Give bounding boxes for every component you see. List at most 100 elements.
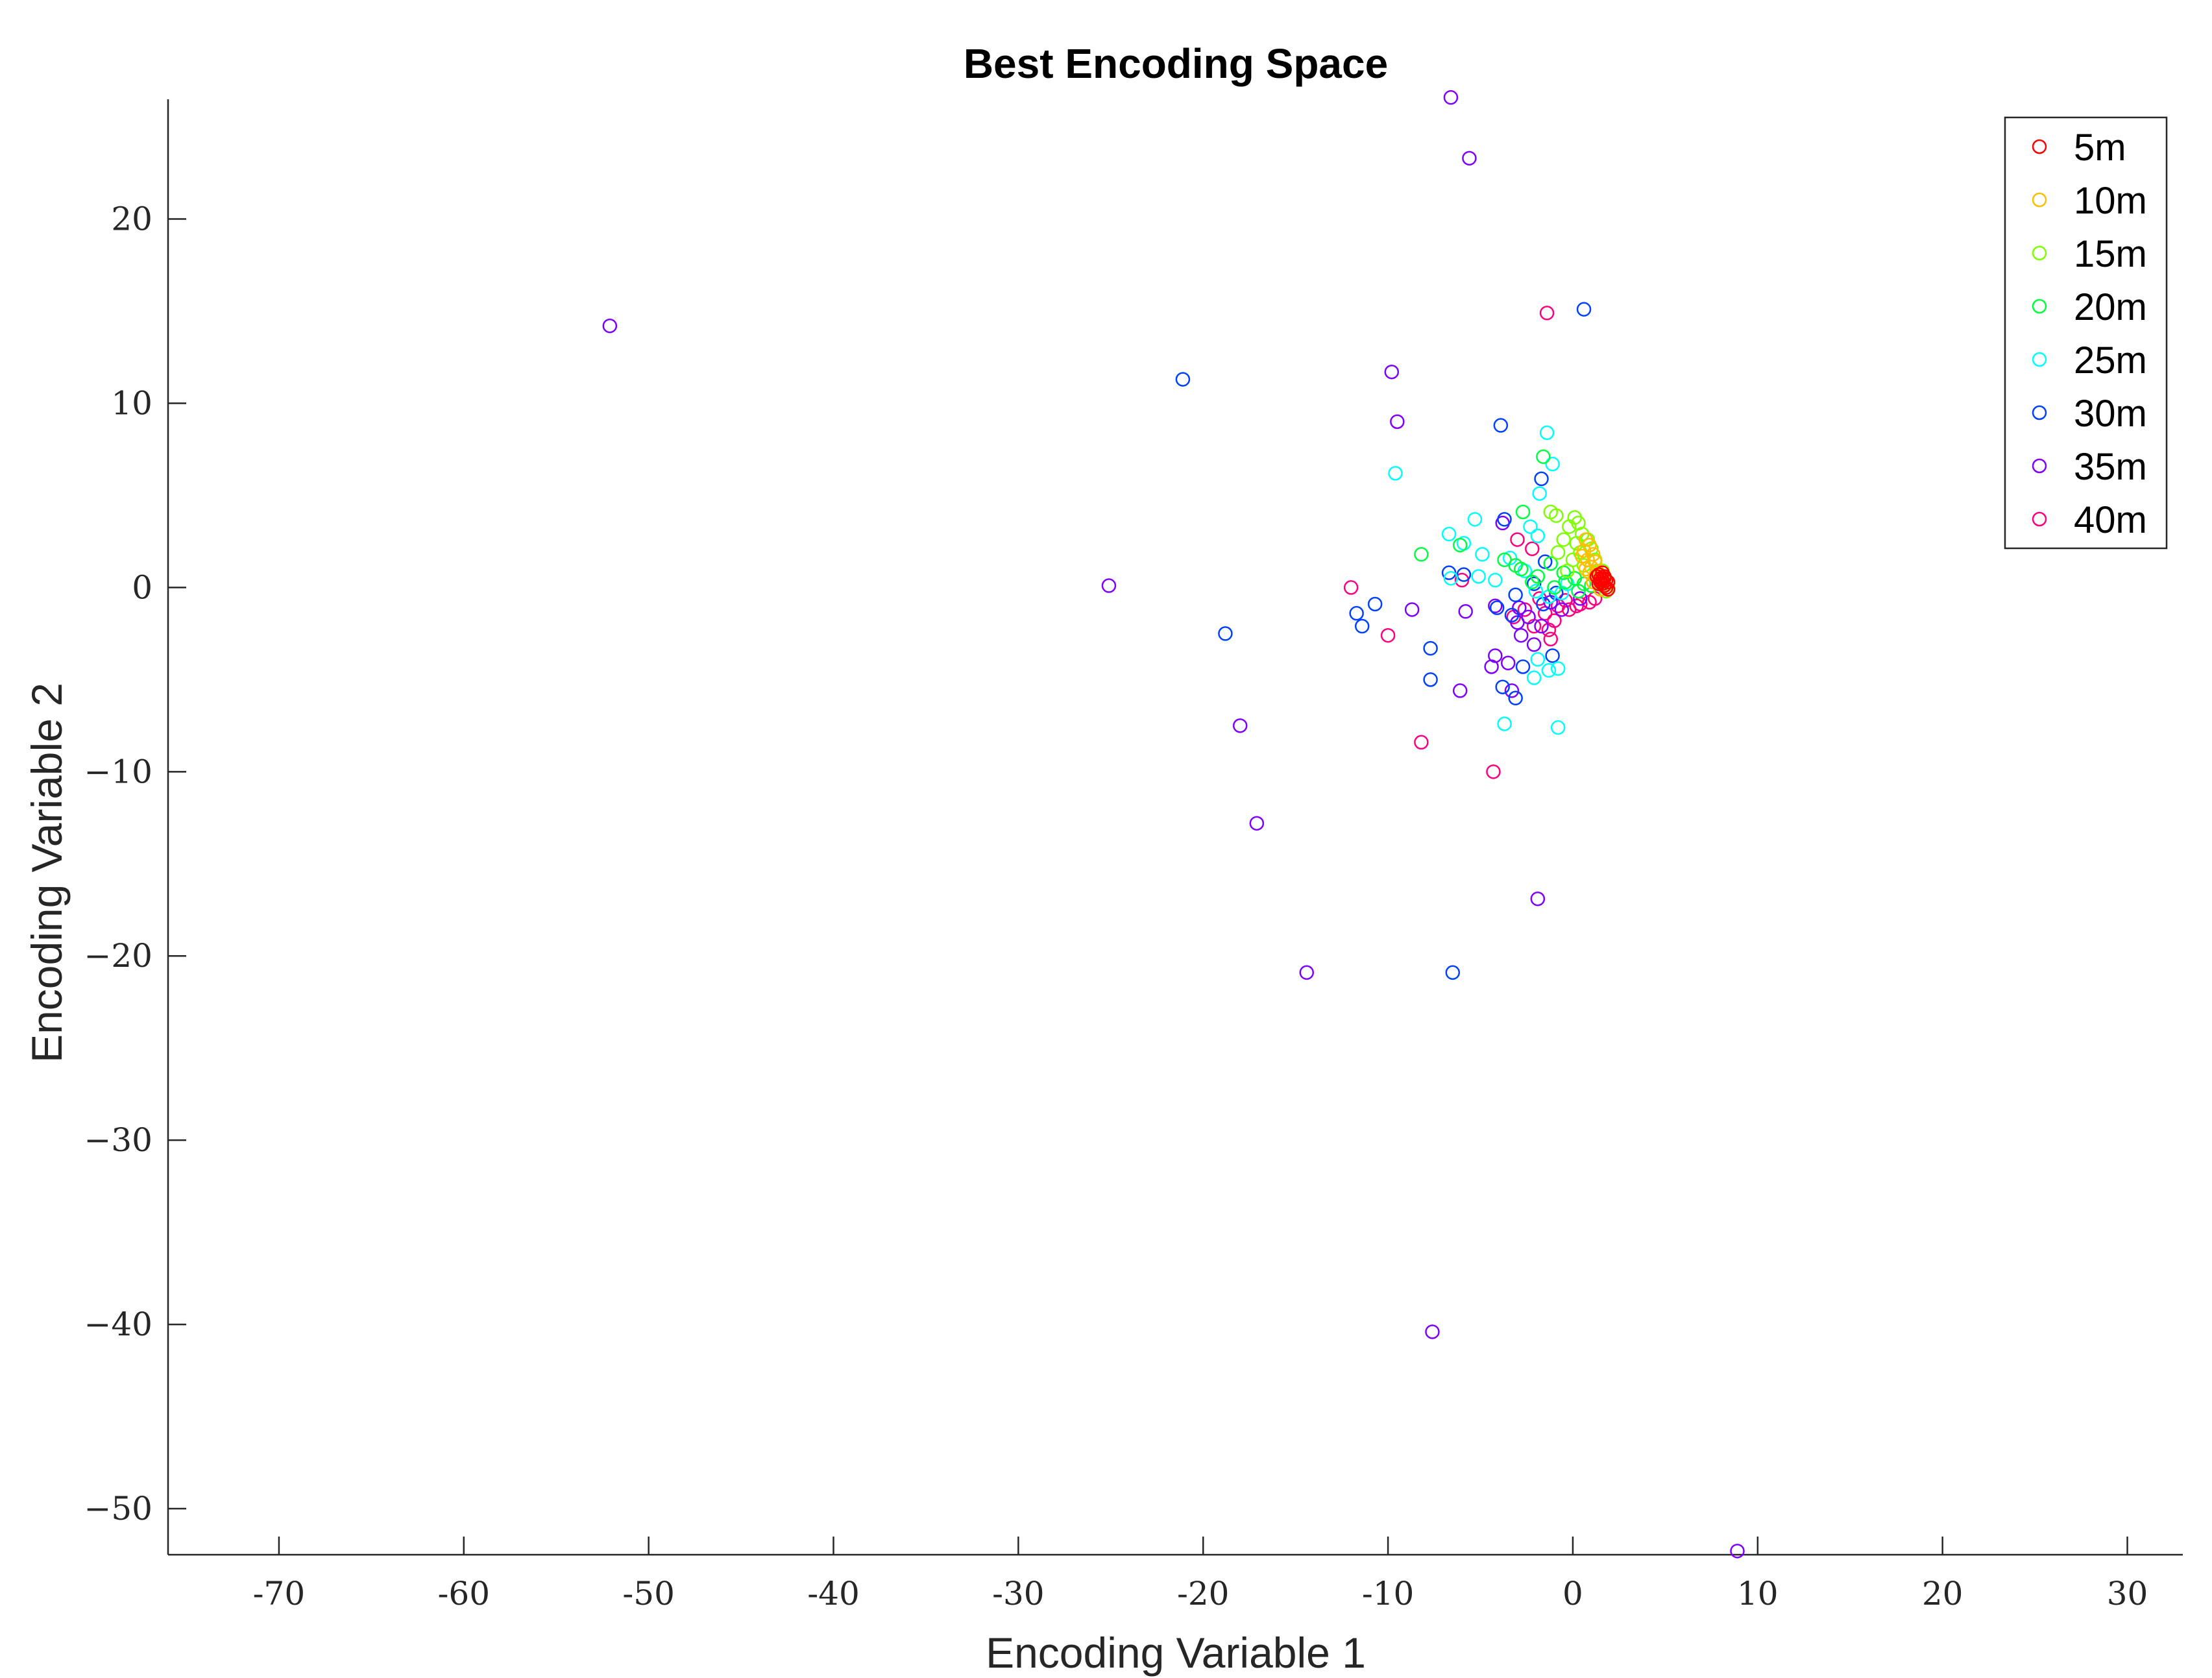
data-point-30m	[1515, 659, 1531, 674]
legend-label-40m: 40m	[2074, 499, 2147, 541]
data-point-10m	[1578, 561, 1594, 577]
data-point-25m	[1526, 670, 1542, 685]
data-point-30m	[1218, 626, 1233, 641]
legend-marker-10m	[2032, 192, 2047, 208]
data-point-20m	[1536, 449, 1551, 465]
data-point-30m	[1536, 596, 1551, 612]
x-tick-label: 0	[1562, 1575, 1583, 1612]
data-point-20m	[1414, 547, 1429, 562]
x-tick-label: -70	[253, 1575, 306, 1612]
data-point-10m	[1578, 532, 1594, 547]
data-point-25m	[1530, 528, 1546, 544]
data-point-40m	[1380, 627, 1396, 643]
data-point-35m	[1530, 891, 1546, 906]
data-point-40m	[1539, 306, 1555, 321]
data-point-35m	[1384, 364, 1400, 380]
x-axis-ticks: -70 -60 -50 -40 -30 -20 -10 0 10 20 30	[253, 1537, 2148, 1612]
data-point-25m	[1530, 651, 1546, 667]
y-tick-label: −50	[84, 1490, 152, 1527]
x-tick-label: -50	[622, 1575, 675, 1612]
data-point-30m	[1349, 605, 1364, 621]
y-tick-label: −40	[84, 1306, 152, 1343]
data-point-30m	[1367, 596, 1383, 612]
data-point-20m	[1571, 583, 1586, 599]
data-point-35m	[1425, 1324, 1440, 1339]
legend-marker-35m	[2032, 458, 2047, 474]
legend-label-5m: 5m	[2074, 127, 2126, 169]
y-axis-ticks: 20 10 0 −10 −20 −30 −40 −50	[84, 201, 186, 1527]
data-point-25m	[1388, 466, 1403, 481]
x-tick-label: 10	[1737, 1575, 1779, 1612]
data-point-20m	[1558, 574, 1573, 590]
data-point-35m	[1504, 683, 1520, 698]
data-point-35m	[602, 318, 618, 334]
legend-marker-40m	[2032, 511, 2047, 527]
legend-label-15m: 15m	[2074, 233, 2147, 275]
data-point-20m	[1513, 561, 1529, 577]
y-tick-label: −10	[84, 753, 152, 790]
data-point-25m	[1441, 526, 1457, 542]
data-point-30m	[1508, 587, 1523, 603]
data-point-30m	[1545, 648, 1560, 663]
data-point-5m	[1597, 570, 1612, 586]
data-point-25m	[1497, 716, 1512, 731]
legend-label-10m: 10m	[2074, 180, 2147, 222]
data-point-25m	[1545, 456, 1560, 472]
data-points	[602, 90, 1745, 1559]
data-point-35m	[1299, 965, 1315, 980]
data-point-20m	[1543, 556, 1559, 571]
data-point-35m	[1513, 627, 1529, 643]
data-point-25m	[1488, 572, 1503, 588]
x-tick-label: -30	[992, 1575, 1045, 1612]
data-point-25m	[1539, 425, 1555, 441]
data-point-35m	[1510, 615, 1525, 630]
legend-label-20m: 20m	[2074, 286, 2147, 328]
y-tick-label: 20	[111, 201, 152, 238]
data-point-5m	[1598, 580, 1614, 595]
data-point-5m	[1591, 576, 1607, 591]
data-point-35m	[1443, 90, 1459, 105]
data-point-20m	[1515, 504, 1531, 520]
data-point-35m	[1458, 604, 1473, 619]
data-point-25m	[1443, 570, 1459, 586]
data-point-25m	[1550, 720, 1566, 735]
data-point-25m	[1467, 512, 1483, 527]
legend-label-25m: 25m	[2074, 339, 2147, 382]
data-point-40m	[1525, 541, 1540, 557]
data-point-40m	[1541, 622, 1557, 637]
data-point-5m	[1595, 572, 1610, 588]
data-point-30m	[1423, 640, 1438, 656]
data-point-20m	[1452, 537, 1468, 553]
data-point-30m	[1497, 512, 1512, 527]
legend-box	[2004, 116, 2168, 550]
data-point-30m	[1489, 600, 1505, 615]
data-point-25m	[1475, 547, 1490, 562]
data-point-10m	[1574, 548, 1590, 564]
legend-marker-30m	[2032, 405, 2047, 420]
data-point-15m	[1562, 519, 1577, 534]
data-point-15m	[1549, 508, 1564, 523]
y-tick-label: 0	[132, 568, 152, 606]
data-point-40m	[1486, 764, 1501, 779]
y-tick-label: 10	[111, 384, 152, 422]
data-point-40m	[1343, 580, 1359, 595]
data-point-35m	[1534, 618, 1549, 634]
data-point-30m	[1354, 618, 1370, 634]
data-point-25m	[1471, 569, 1486, 584]
legend-marker-15m	[2032, 245, 2047, 261]
x-tick-label: -40	[807, 1575, 860, 1612]
data-point-40m	[1414, 735, 1429, 750]
legend-label-30m: 30m	[2074, 393, 2147, 435]
x-axis-label: Encoding Variable 1	[986, 1629, 1366, 1677]
data-point-30m	[1534, 471, 1549, 487]
data-point-30m	[1445, 965, 1461, 980]
chart-title: Best Encoding Space	[964, 40, 1388, 87]
x-tick-label: 30	[2107, 1575, 2148, 1612]
data-point-35m	[1512, 600, 1527, 615]
data-point-35m	[1101, 578, 1117, 593]
data-point-35m	[1462, 151, 1477, 166]
legend-marker-5m	[2032, 139, 2047, 154]
data-point-30m	[1576, 302, 1592, 317]
